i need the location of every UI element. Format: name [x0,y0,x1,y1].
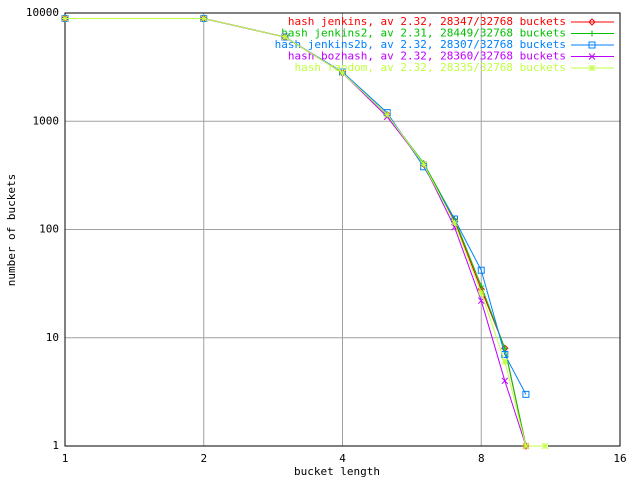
marker [281,33,289,41]
marker [589,30,595,37]
marker [588,41,596,49]
marker [61,15,69,22]
marker [501,351,509,359]
marker [541,442,549,450]
legend-label: hash jenkins2b, av 2.32, 28307/32768 buc… [275,38,566,51]
legend-label: hash random, av 2.32, 28335/32768 bucket… [294,61,566,74]
marker [478,283,485,290]
marker [477,289,485,297]
marker [200,15,208,22]
legend-label: hash bozhash, av 2.32, 28360/32768 bucke… [288,50,566,63]
x-tick-label: 2 [200,452,207,465]
marker [501,358,509,366]
marker [501,377,509,385]
marker [588,53,596,60]
marker [451,219,458,227]
y-axis-label: number of buckets [5,174,18,287]
y-tick-label: 10000 [26,6,59,19]
x-tick-label: 4 [339,452,346,465]
x-tick-label: 8 [478,452,485,465]
x-tick-label: 1 [62,452,69,465]
x-tick-label: 16 [613,452,626,465]
marker [588,18,596,26]
marker [522,390,530,398]
marker [588,64,596,72]
marker [339,69,346,77]
marker [383,111,391,119]
plot-border [64,12,621,447]
marker [522,442,530,450]
marker [281,33,289,41]
y-tick-label: 10 [46,331,59,344]
marker [420,160,428,168]
y-tick-label: 100 [39,223,59,236]
y-tick-label: 1 [52,439,59,452]
x-axis-label: bucket length [294,465,380,478]
legend-label: hash jenkins, av 2.32, 28347/32768 bucke… [288,15,566,28]
legend-label: hash jenkins2, av 2.31, 28449/32768 buck… [281,27,566,40]
y-tick-label: 1000 [33,114,60,127]
marker [477,266,485,274]
